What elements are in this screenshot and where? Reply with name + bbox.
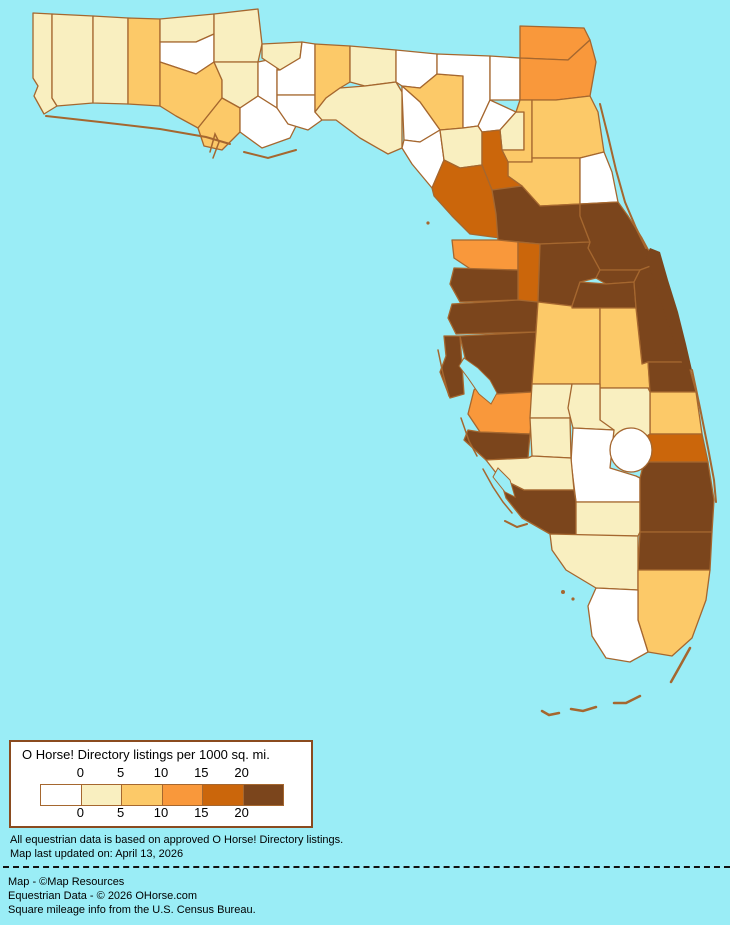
county-sarasota xyxy=(463,429,531,461)
legend-color-scale xyxy=(40,784,284,806)
county-palm-beach xyxy=(639,461,715,533)
sarasota-barrier xyxy=(460,417,478,457)
county-orange xyxy=(571,281,637,309)
legend-tick-label: 5 xyxy=(117,805,125,820)
legend-tick-label: 10 xyxy=(153,765,169,780)
legend-swatch-2 xyxy=(121,785,162,805)
county-sumter xyxy=(517,241,541,303)
legend-tick-label: 15 xyxy=(194,805,209,820)
marco-island xyxy=(561,590,565,594)
legend-ticks-top: 0 5 10 15 20 xyxy=(11,765,311,780)
legend-title: O Horse! Directory listings per 1000 sq.… xyxy=(22,747,270,762)
dashed-divider xyxy=(3,866,730,868)
legend-tick-label: 5 xyxy=(117,765,125,780)
ten-thousand-islands xyxy=(571,597,575,601)
county-broward xyxy=(637,531,713,571)
legend-tick-label: 20 xyxy=(234,805,249,820)
pinellas-barrier xyxy=(437,349,450,397)
county-hardee xyxy=(529,383,573,419)
county-hernando xyxy=(449,267,519,303)
florida-keys-lower xyxy=(569,705,598,713)
lake-okeechobee xyxy=(609,427,653,473)
legend-swatch-5 xyxy=(242,785,283,805)
county-martin xyxy=(643,433,709,463)
county-polk xyxy=(531,301,601,385)
cape-canaveral xyxy=(646,248,692,370)
legend-swatch-4 xyxy=(202,785,243,805)
county-pasco xyxy=(447,299,539,335)
legend-tick-label: 10 xyxy=(153,805,169,820)
florida-map-svg xyxy=(32,8,717,717)
legend-swatch-3 xyxy=(161,785,202,805)
mileage-credit: Square mileage info from the U.S. Census… xyxy=(8,904,256,916)
county-hendry xyxy=(575,501,641,537)
county-citrus xyxy=(451,239,519,271)
franklin-barrier-islands xyxy=(243,149,297,160)
county-miami-dade xyxy=(637,569,711,657)
county-okaloosa xyxy=(92,15,129,105)
county-franklin xyxy=(239,95,299,149)
legend-tick-label: 15 xyxy=(194,765,209,780)
cedar-key xyxy=(426,221,430,225)
county-baker xyxy=(489,55,521,101)
county-st-johns xyxy=(531,95,605,159)
legend-tick-label: 0 xyxy=(76,805,84,820)
tampa-bay xyxy=(458,357,498,405)
map-credit: Map - ©Map Resources xyxy=(8,876,125,888)
legend-swatch-1 xyxy=(80,785,121,805)
data-credit: Equestrian Data - © 2026 OHorse.com xyxy=(8,890,198,902)
county-santa-rosa xyxy=(51,13,94,107)
legend-tick-label: 0 xyxy=(76,765,84,780)
legend-tick-label: 20 xyxy=(234,765,249,780)
last-updated-note: Map last updated on: April 13, 2026 xyxy=(10,848,184,860)
charlotte-harbor xyxy=(492,467,516,498)
lee-barrier xyxy=(482,468,513,514)
data-source-note: All equestrian data is based on approved… xyxy=(10,834,344,846)
county-madison xyxy=(349,45,397,87)
county-taylor xyxy=(314,81,403,155)
sanibel-island xyxy=(504,520,528,529)
florida-keys-middle xyxy=(612,694,642,705)
legend-swatch-0 xyxy=(41,785,81,805)
county-walton xyxy=(127,17,161,107)
southeast-barrier-island xyxy=(691,369,717,503)
county-monroe xyxy=(587,587,649,663)
county-collier xyxy=(549,533,639,591)
legend-ticks-bottom: 0 5 10 15 20 xyxy=(11,805,311,820)
county-jackson xyxy=(213,8,263,63)
florida-keys-upper xyxy=(669,646,692,684)
florida-county-map xyxy=(32,8,717,717)
county-desoto xyxy=(529,417,572,459)
legend: O Horse! Directory listings per 1000 sq.… xyxy=(9,740,313,828)
florida-keys-west xyxy=(540,709,561,717)
county-flagler xyxy=(579,151,619,205)
county-st-lucie xyxy=(649,391,703,435)
st-joseph-spit xyxy=(209,131,220,159)
northeast-barrier-island xyxy=(599,103,647,249)
